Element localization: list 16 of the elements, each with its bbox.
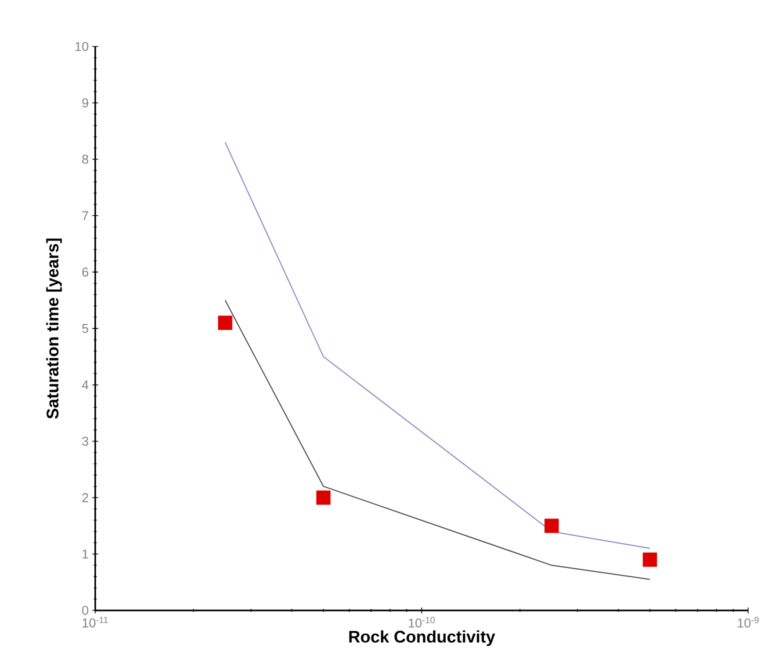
y-tick-label: 9 bbox=[82, 98, 88, 108]
y-tick-label: 0 bbox=[82, 606, 88, 616]
y-tick-label: 5 bbox=[82, 324, 88, 334]
y-tick-label: 4 bbox=[82, 380, 88, 390]
x-tick-label: 10$^{-9}$ bbox=[738, 616, 759, 628]
x-tick-label: 10$^{-11}$ bbox=[82, 616, 108, 628]
y-tick-label: 6 bbox=[82, 268, 88, 277]
y-tick-label: 7 bbox=[82, 211, 88, 220]
y-tick-label: 8 bbox=[82, 154, 88, 164]
x-tick-label: 10$^{-10}$ bbox=[408, 616, 435, 628]
y-axis-title: Saturation time [years] bbox=[46, 238, 62, 419]
y-tick-label: 1 bbox=[82, 550, 88, 559]
y-tick-label: 3 bbox=[82, 436, 88, 446]
x-axis-title: Rock Conductivity bbox=[349, 630, 496, 646]
y-tick-label: 10 bbox=[76, 42, 88, 52]
y-tick-label: 2 bbox=[82, 493, 88, 502]
